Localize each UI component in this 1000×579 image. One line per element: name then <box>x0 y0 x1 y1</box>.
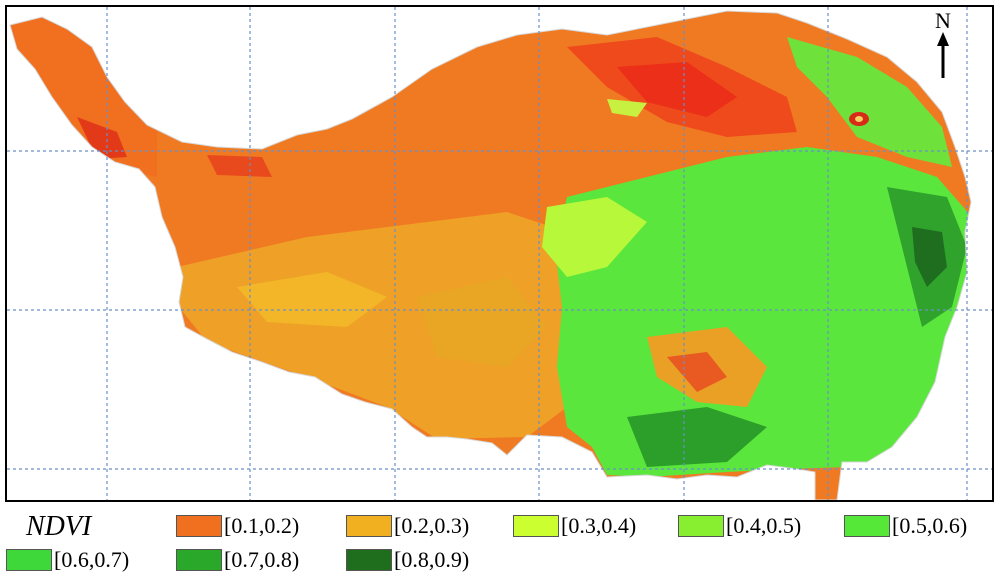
ndvi-lake-center <box>855 116 863 122</box>
legend-label: [0.4,0.5) <box>726 513 802 538</box>
legend-swatch <box>513 515 559 537</box>
legend-title: NDVI <box>26 511 92 542</box>
legend-item: [0.1,0.2) <box>176 511 299 541</box>
ndvi-densest-patch <box>912 227 947 287</box>
graticule <box>7 7 992 500</box>
legend-item: [0.3,0.4) <box>513 511 636 541</box>
legend-label: [0.8,0.9) <box>394 547 470 572</box>
legend: NDVI [0.1,0.2) [0.2,0.3) [0.3,0.4) [0.4,… <box>0 505 1000 579</box>
ndvi-map <box>5 5 994 502</box>
ndvi-transition-zone <box>542 197 647 277</box>
ndvi-yellow-patch <box>237 272 387 327</box>
north-label: N <box>935 8 951 33</box>
legend-label: [0.1,0.2) <box>224 513 300 538</box>
legend-label: [0.5,0.6) <box>892 513 968 538</box>
legend-swatch <box>678 515 724 537</box>
legend-item: [0.7,0.8) <box>176 545 299 575</box>
legend-label: [0.7,0.8) <box>224 547 300 572</box>
legend-swatch <box>346 515 392 537</box>
legend-label: [0.2,0.3) <box>394 513 470 538</box>
ndvi-red-core <box>617 62 737 117</box>
ndvi-west-red <box>77 117 127 159</box>
ndvi-mixed-patch <box>667 352 727 392</box>
map-canvas <box>7 7 992 500</box>
legend-item: [0.4,0.5) <box>678 511 801 541</box>
legend-item: [0.2,0.3) <box>346 511 469 541</box>
plateau-outline <box>9 10 972 500</box>
north-arrow: N <box>928 10 958 80</box>
ndvi-south-yellow-zone <box>177 212 582 439</box>
ndvi-oasis-patch <box>607 99 647 117</box>
legend-swatch <box>346 549 392 571</box>
legend-label: [0.3,0.4) <box>561 513 637 538</box>
legend-swatch <box>6 549 52 571</box>
ndvi-east-green-zone <box>555 147 971 477</box>
legend-item: [0.8,0.9) <box>346 545 469 575</box>
legend-item: [0.6,0.7) <box>6 545 129 575</box>
legend-item: [0.5,0.6) <box>844 511 967 541</box>
legend-swatch <box>844 515 890 537</box>
north-arrow-icon <box>937 32 949 78</box>
ndvi-southeast-forest <box>627 407 767 467</box>
legend-swatch <box>176 515 222 537</box>
ndvi-yellow-patch <box>417 277 547 367</box>
legend-label: [0.6,0.7) <box>54 547 130 572</box>
ndvi-red-streak <box>207 155 272 177</box>
legend-swatch <box>176 549 222 571</box>
